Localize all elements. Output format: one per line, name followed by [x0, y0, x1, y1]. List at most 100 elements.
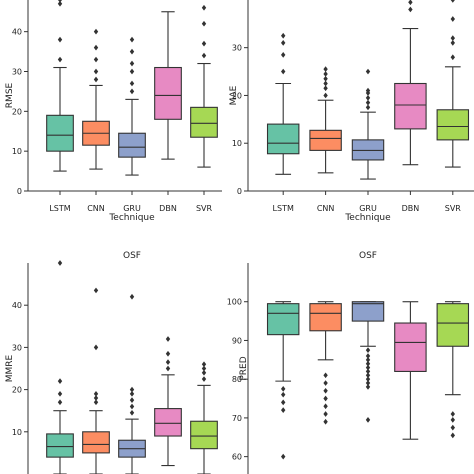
y-tick-label: 10: [12, 147, 22, 156]
y-tick-label: 0: [237, 187, 242, 196]
outlier-point: [93, 287, 99, 294]
outlier-point: [365, 99, 371, 106]
x-tick-label: DBN: [402, 204, 420, 213]
outlier-point: [365, 384, 371, 390]
x-tick-label: LSTM: [273, 204, 294, 213]
outlier-point: [93, 399, 99, 406]
box-gru: [118, 36, 146, 176]
outlier-point: [165, 350, 171, 357]
box-cnn: [309, 66, 342, 174]
outlier-point: [281, 68, 286, 75]
y-axis-label: MAE: [229, 85, 239, 105]
y-tick-label: 20: [232, 91, 242, 100]
outlier-point: [323, 71, 328, 77]
outlier-point: [323, 372, 328, 379]
outlier-point: [165, 336, 171, 342]
outlier-point: [365, 87, 371, 94]
box-lstm: [266, 32, 300, 175]
outlier-point: [129, 68, 135, 75]
outlier-point: [201, 365, 207, 372]
panel-mae: 0 10 20 30 MAE LSTM CNN GRU DBN SVR Technique: [229, 0, 474, 223]
outlier-point: [365, 364, 371, 371]
panel-rmse: 0 10 20 30 40 RMSE LSTM CNN GRU DBN SVR Technique: [5, 0, 222, 223]
outlier-point: [129, 386, 135, 393]
outlier-point: [450, 432, 455, 439]
y-tick-label: 10: [12, 428, 22, 437]
box-iqr: [309, 129, 342, 151]
outlier-point: [450, 35, 455, 41]
y-tick-label: 10: [232, 139, 242, 148]
box-iqr: [154, 66, 182, 120]
outlier-point: [201, 361, 207, 368]
outlier-point: [365, 376, 371, 383]
outlier-point: [450, 424, 455, 431]
box-iqr: [118, 132, 146, 158]
outlier-point: [365, 356, 371, 363]
box-iqr: [82, 431, 110, 454]
y-tick-label: 30: [12, 343, 22, 352]
box-iqr: [436, 303, 470, 347]
panel-pred: 60 70 80 90 100 PRED OSF: [227, 251, 470, 474]
x-tick-label: GRU: [359, 204, 377, 213]
outlier-point: [281, 399, 286, 406]
y-axis-label: MMRE: [5, 354, 15, 382]
box-iqr: [190, 106, 218, 138]
outlier-point: [57, 56, 63, 63]
box-iqr: [266, 303, 300, 336]
outlier-point: [281, 51, 286, 58]
y-tick-label: 30: [232, 44, 242, 53]
outlier-point: [165, 359, 171, 366]
outlier-point: [323, 418, 328, 425]
panel-title: OSF: [359, 251, 377, 261]
outlier-point: [129, 397, 135, 404]
outlier-point: [450, 0, 455, 3]
box-svr: [436, 301, 470, 439]
outlier-point: [93, 76, 99, 83]
outlier-point: [281, 407, 286, 414]
outlier-point: [323, 66, 328, 73]
box-iqr: [309, 303, 342, 332]
outlier-point: [57, 0, 63, 7]
box-gru: [118, 293, 146, 474]
x-tick-label: DBN: [159, 204, 177, 213]
box-iqr: [190, 420, 218, 450]
y-tick-label: 80: [232, 375, 242, 384]
outlier-point: [129, 293, 135, 300]
box-cnn: [82, 287, 110, 474]
outlier-point: [323, 380, 328, 386]
outlier-point: [408, 0, 413, 6]
box-iqr: [154, 408, 182, 437]
box-dbn: [394, 301, 427, 440]
outlier-point: [365, 360, 371, 367]
outlier-point: [57, 0, 63, 3]
outlier-point: [57, 36, 63, 43]
outlier-point: [281, 391, 286, 398]
outlier-point: [129, 88, 135, 95]
box-dbn: [154, 11, 182, 160]
outlier-point: [129, 48, 135, 55]
outlier-point: [57, 399, 63, 406]
outlier-point: [450, 411, 455, 417]
outlier-point: [93, 395, 99, 401]
y-tick-label: 90: [232, 336, 242, 345]
box-dbn: [154, 336, 182, 467]
outlier-point: [93, 344, 99, 351]
box-svr: [190, 4, 218, 168]
box-lstm: [46, 0, 74, 172]
outlier-point: [129, 60, 135, 67]
y-axis-label: RMSE: [5, 82, 15, 108]
box-gru: [351, 68, 385, 180]
outlier-point: [365, 68, 371, 75]
outlier-point: [365, 104, 371, 111]
box-cnn: [309, 301, 342, 425]
x-tick-label: LSTM: [49, 204, 70, 213]
y-tick-label: 40: [12, 301, 22, 310]
outlier-point: [281, 386, 286, 392]
box-iqr: [394, 82, 427, 130]
y-tick-label: 20: [12, 386, 22, 395]
outlier-point: [281, 32, 286, 39]
outlier-point: [201, 40, 207, 47]
outlier-point: [281, 40, 286, 46]
outlier-point: [323, 80, 328, 87]
